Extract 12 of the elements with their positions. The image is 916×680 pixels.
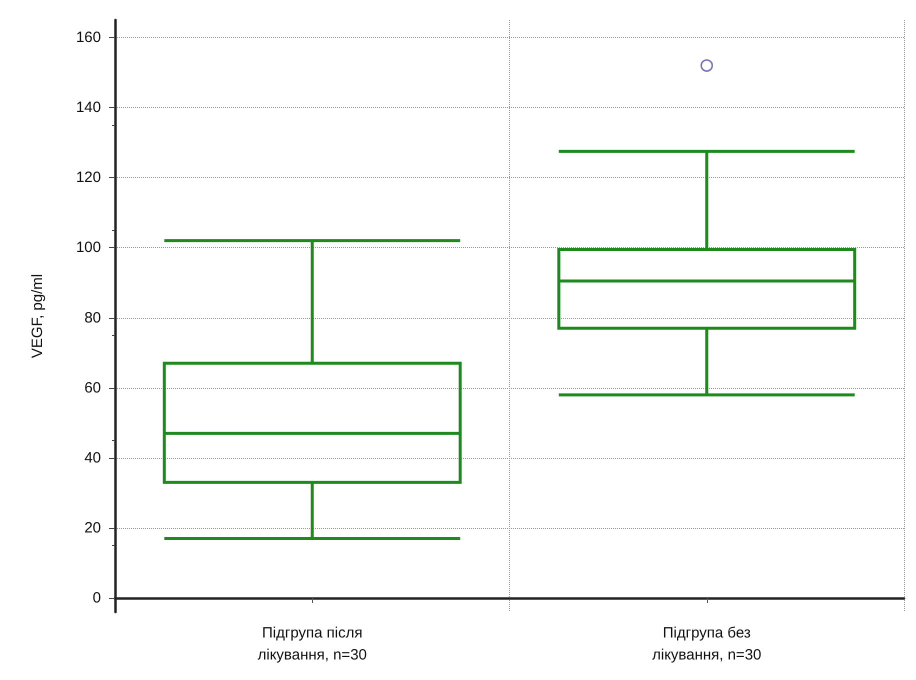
y-tick-label: 160 [76,29,101,46]
y-axis-title: VEGF, pg/ml [29,274,46,358]
y-tick-label: 20 [84,519,101,536]
x-tick-label: Підгрупа без лікування, n=30 [652,624,762,664]
y-tick-label: 140 [76,99,101,116]
y-tick-label: 100 [76,239,101,256]
y-tick-label: 60 [84,379,101,396]
x-tick-label: Підгрупа після лікування, n=30 [258,624,367,664]
y-tick-label: 0 [92,589,101,606]
y-tick-label: 120 [76,169,101,186]
y-tick-label: 80 [84,309,101,326]
y-tick-label: 40 [84,449,101,466]
